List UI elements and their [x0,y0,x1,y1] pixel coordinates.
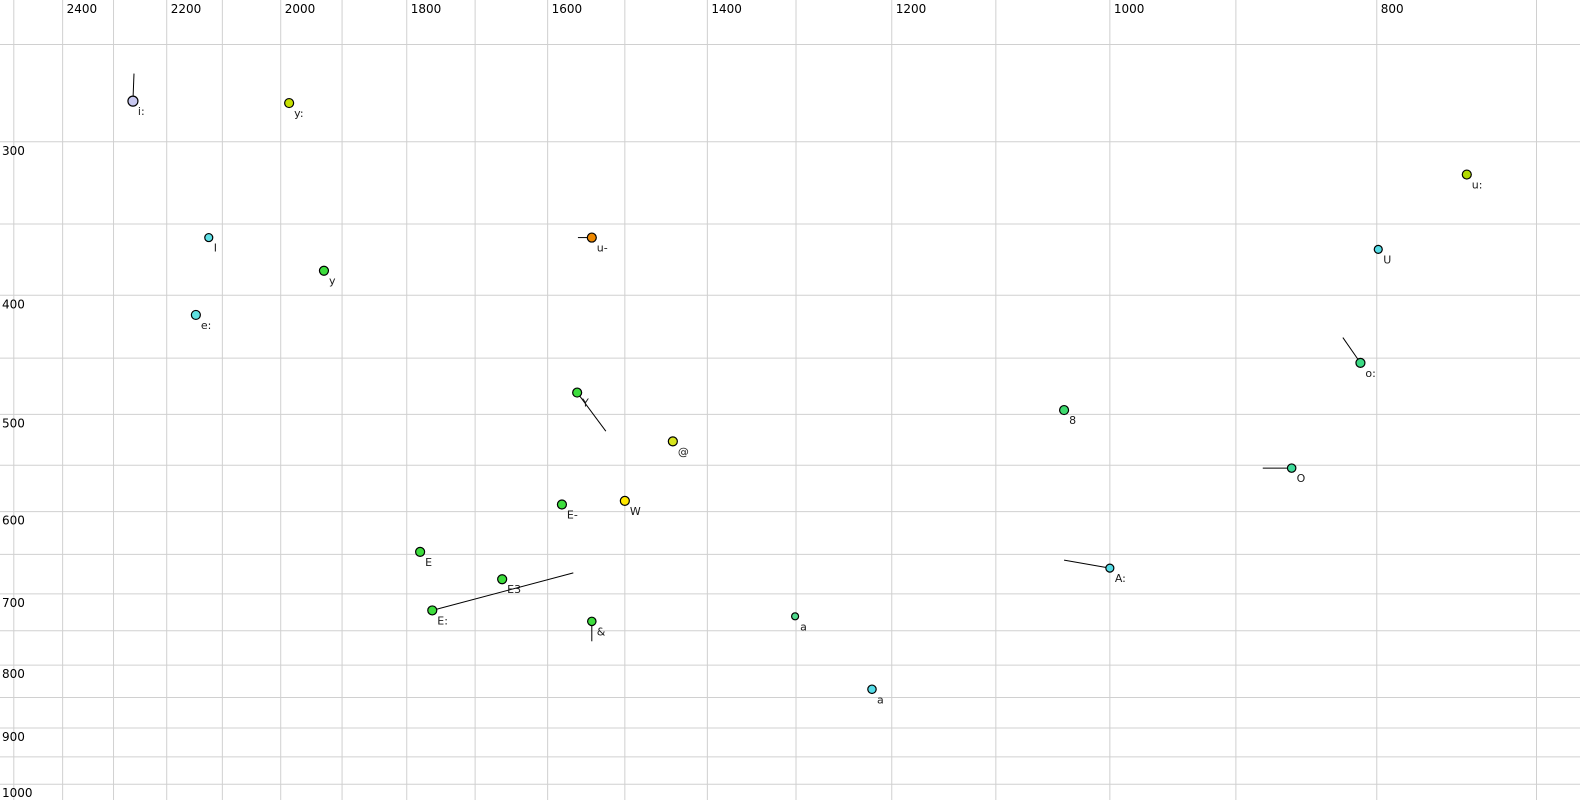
y-tick-label-500: 500 [2,416,25,430]
vowel-point-label-10: Y [581,397,589,410]
vowel-point-label-21: a [877,693,884,706]
vowel-point-dot-20[interactable] [1105,563,1115,573]
vowel-point-dot-15[interactable] [415,546,426,557]
vowel-point-dot-11[interactable] [667,436,678,447]
vowel-point-dot-5[interactable] [586,232,597,243]
point-trajectory-20 [1063,559,1110,569]
vowel-point-dot-3[interactable] [318,265,330,276]
vowel-point-label-18: & [597,625,606,638]
vowel-point-label-20: A: [1115,572,1126,585]
vowel-point-dot-8[interactable] [1355,357,1366,368]
x-tick-label-2400: 2400 [67,2,98,16]
vowel-point-dot-18[interactable] [587,616,597,627]
y-tick-label-800: 800 [2,667,25,681]
vowel-point-label-16: E3 [507,583,521,596]
vowel-point-label-2: I [214,242,217,255]
vowel-point-dot-16[interactable] [497,574,508,585]
vowel-point-label-3: y [329,275,336,288]
vowel-point-label-5: u- [597,242,608,255]
vowel-point-label-14: W [630,505,641,518]
vowel-point-label-1: y: [294,107,303,120]
y-tick-label-900: 900 [2,730,25,744]
vowel-point-dot-4[interactable] [190,309,201,321]
vowel-point-label-4: e: [201,319,211,332]
vowel-point-label-9: 8 [1069,414,1076,427]
point-trajectory-8 [1342,337,1361,364]
vowel-point-dot-13[interactable] [556,499,568,510]
vowel-point-dot-0[interactable] [127,95,139,107]
x-tick-label-2000: 2000 [285,2,316,16]
x-tick-label-1200: 1200 [896,2,927,16]
vowel-point-label-19: a [800,620,807,633]
point-trajectory-10 [576,392,607,432]
vowel-point-label-17: E: [437,614,448,627]
x-tick-label-1400: 1400 [711,2,742,16]
vowel-point-label-6: u: [1472,179,1483,192]
vowel-point-dot-7[interactable] [1373,244,1383,254]
vowel-point-dot-6[interactable] [1461,169,1472,180]
y-tick-label-1000: 1000 [2,786,33,800]
vowel-point-dot-14[interactable] [619,495,630,506]
vowel-point-dot-2[interactable] [204,232,214,243]
vowel-point-label-13: E- [567,508,578,521]
vowel-point-label-11: @ [678,445,689,458]
x-tick-label-800: 800 [1381,2,1404,16]
y-tick-label-600: 600 [2,514,25,528]
x-tick-label-1600: 1600 [552,2,583,16]
vowel-point-dot-12[interactable] [1286,463,1297,473]
x-tick-label-1800: 1800 [411,2,442,16]
vowel-point-dot-10[interactable] [572,387,583,398]
y-tick-label-300: 300 [2,144,25,158]
vowel-point-dot-1[interactable] [284,97,295,109]
y-tick-label-400: 400 [2,297,25,311]
vowel-point-dot-9[interactable] [1058,404,1070,416]
vowel-point-label-7: U [1383,253,1391,266]
point-trajectory-17 [432,572,574,611]
vowel-point-dot-21[interactable] [867,684,877,695]
vowel-point-dot-17[interactable] [427,605,438,616]
x-tick-label-2200: 2200 [171,2,202,16]
y-tick-label-700: 700 [2,596,25,610]
x-tick-label-1000: 1000 [1114,2,1145,16]
vowel-point-dot-19[interactable] [790,612,800,621]
vowel-point-label-8: o: [1365,367,1375,380]
vowel-point-label-15: E [425,556,432,569]
vowel-point-label-0: i: [138,105,145,118]
vowel-point-label-12: O [1297,472,1306,485]
